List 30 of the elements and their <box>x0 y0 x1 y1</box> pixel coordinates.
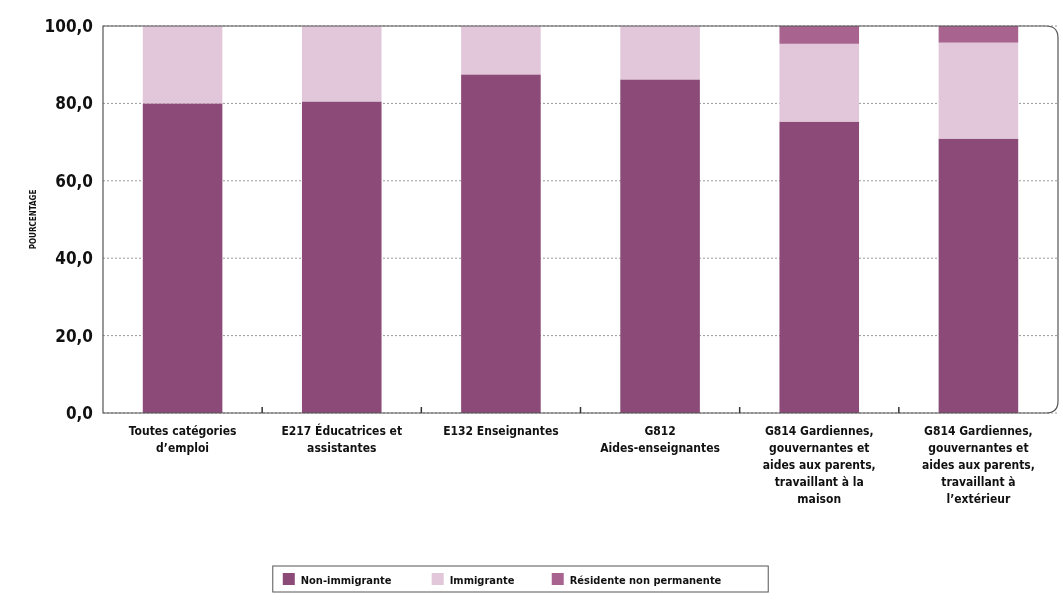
bar <box>938 26 1019 43</box>
bar <box>620 26 700 80</box>
y-tick-label: 100,0 <box>44 15 93 36</box>
bar <box>301 26 382 102</box>
x-tick-label: G814 Gardiennes, gouvernantes et aides aux parents, travaillant à la maison <box>762 424 876 506</box>
bar <box>461 26 541 75</box>
y-tick-label: 60,0 <box>55 170 93 191</box>
bar <box>938 138 1019 413</box>
legend-label: Immigrante <box>449 573 515 587</box>
y-tick-label: 0,0 <box>65 402 93 423</box>
y-tick-label: 20,0 <box>55 325 93 346</box>
x-tick-label: E132 Enseignantes <box>443 424 559 438</box>
bar <box>142 26 223 104</box>
legend-label: Non-immigrante <box>300 573 392 587</box>
y-tick-label: 40,0 <box>55 248 93 269</box>
x-tick-label: E217 Éducatrices et assistantes <box>281 423 403 455</box>
bar <box>779 121 860 413</box>
bar <box>779 43 860 122</box>
x-tick-label: G814 Gardiennes, gouvernantes et aides aux parents, travaillant à l’extérieur <box>921 424 1035 506</box>
y-axis-title: POURCENTAGE <box>29 189 38 250</box>
bar <box>620 79 700 413</box>
x-tick-label: Toutes catégories d’emploi <box>128 424 237 455</box>
bar <box>461 74 541 413</box>
legend-label: Résidente non permanente <box>569 573 722 587</box>
bar <box>938 42 1019 139</box>
bar <box>779 26 860 44</box>
y-tick-label: 80,0 <box>55 93 93 114</box>
bar <box>142 103 223 413</box>
bar <box>301 101 382 413</box>
x-tick-label: G812 Aides-enseignantes <box>600 424 720 455</box>
